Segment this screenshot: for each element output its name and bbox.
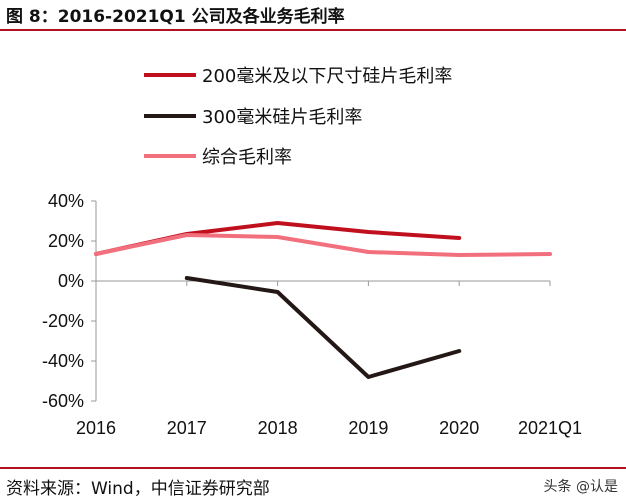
chart-series <box>94 221 552 379</box>
y-tick-label: 0% <box>58 271 84 291</box>
y-tick-label: 40% <box>48 191 84 211</box>
x-tick-label: 2020 <box>439 418 479 438</box>
top-rule <box>0 29 626 31</box>
x-tick-label: 2021Q1 <box>518 418 582 438</box>
watermark-text: 头条 @认是 <box>543 479 618 495</box>
source-note: 资料来源：Wind，中信证券研究部 <box>6 479 270 499</box>
chart-axes <box>91 200 551 402</box>
legend-label-1: 200毫米及以下尺寸硅片毛利率 <box>202 66 452 87</box>
x-tick-label: 2018 <box>258 418 298 438</box>
legend-label-3: 综合毛利率 <box>202 147 292 168</box>
x-tick-label: 2019 <box>348 418 388 438</box>
series-line-3 <box>94 233 552 257</box>
x-tick-label: 2016 <box>76 418 116 438</box>
chart-tick-labels: 40% 20% 0% -20% -40% -60% 2016 2017 2018 2019 2020… <box>42 191 582 438</box>
y-tick-label: -40% <box>42 351 84 371</box>
bottom-rule <box>0 467 626 469</box>
y-tick-label: -60% <box>42 391 84 411</box>
y-tick-label: -20% <box>42 311 84 331</box>
series-line-2 <box>184 276 462 379</box>
figure-title: 图 8：2016-2021Q1 公司及各业务毛利率 <box>6 7 345 27</box>
y-tick-label: 20% <box>48 231 84 251</box>
x-tick-label: 2017 <box>167 418 207 438</box>
legend-label-2: 300毫米硅片毛利率 <box>202 107 362 128</box>
